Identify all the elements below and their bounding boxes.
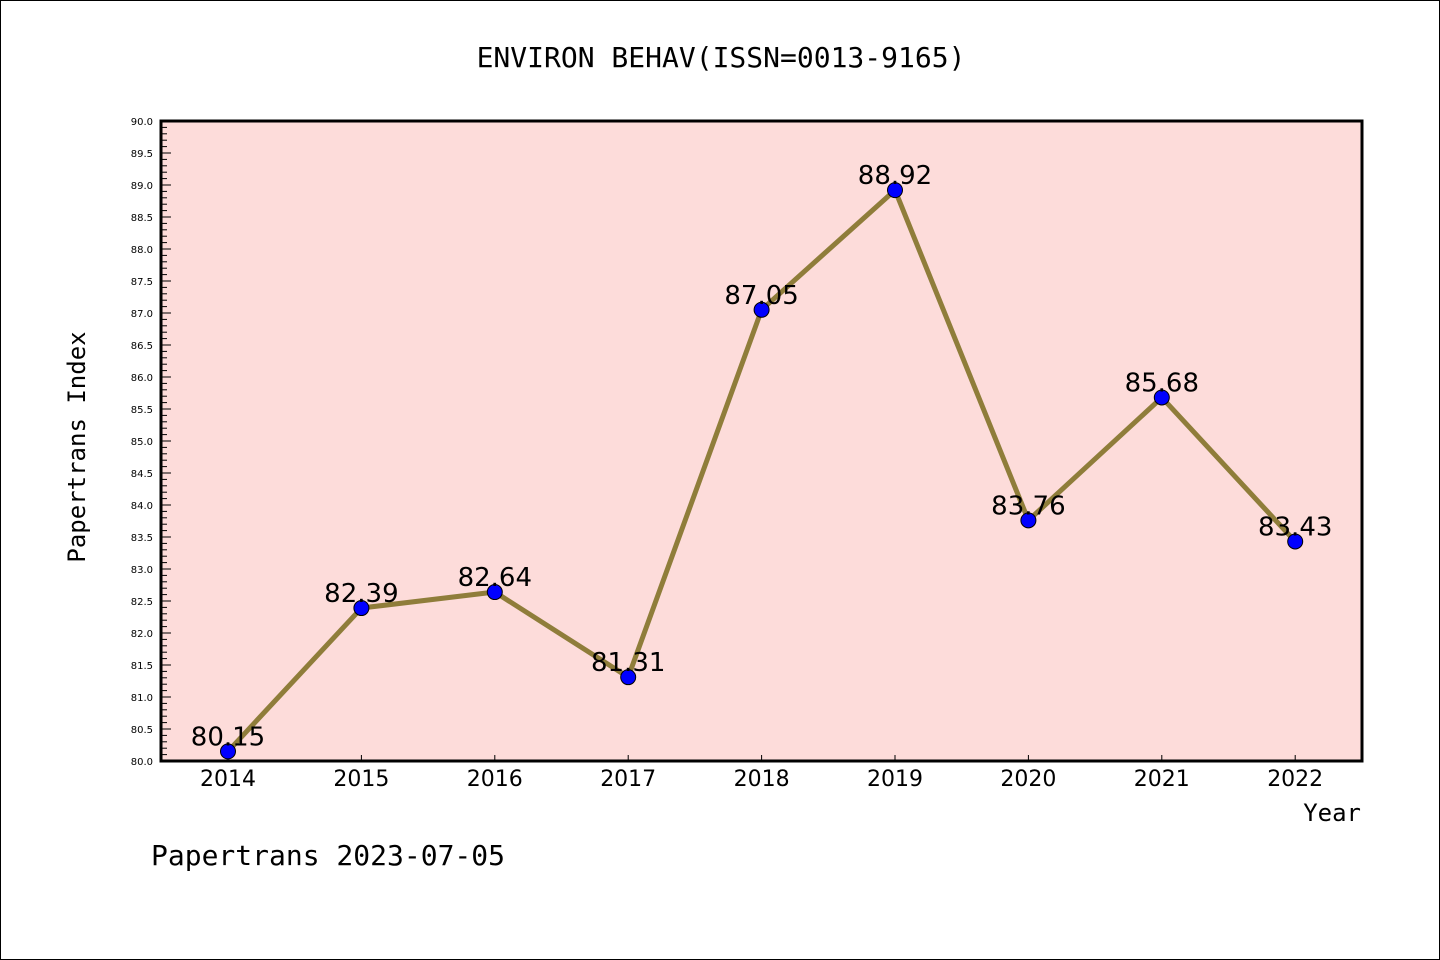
y-tick-label: 81.5 — [131, 661, 153, 672]
data-label: 87.05 — [724, 281, 798, 311]
x-tick-label: 2020 — [1000, 767, 1056, 792]
x-tick-label: 2016 — [467, 767, 523, 792]
data-label: 83.43 — [1258, 512, 1332, 542]
y-tick-label: 82.5 — [131, 597, 153, 608]
x-tick-label: 2019 — [867, 767, 923, 792]
y-tick-label: 80.5 — [131, 725, 153, 736]
y-tick-label: 84.5 — [131, 469, 153, 480]
plot-area — [159, 119, 1364, 763]
data-point — [1287, 533, 1304, 550]
data-point — [1153, 389, 1170, 406]
data-point — [1020, 512, 1037, 529]
data-label: 82.64 — [458, 563, 532, 593]
y-axis-label: Papertrans Index — [63, 331, 91, 562]
y-axis: 80.0 80.5 81.0 81.5 82.0 82.5 83.0 83.5 84.0 84.5… — [131, 117, 171, 768]
footer-text: Papertrans 2023-07-05 — [151, 839, 505, 872]
x-tick-label: 2018 — [734, 767, 790, 792]
y-tick-label: 85.0 — [131, 437, 153, 448]
x-tick-label: 2017 — [600, 767, 656, 792]
y-tick-label: 89.5 — [131, 149, 153, 160]
y-tick-label: 85.5 — [131, 405, 153, 416]
x-axis-label: Year — [1303, 799, 1361, 827]
data-label: 83.76 — [991, 491, 1065, 521]
y-tick-label: 86.5 — [131, 341, 153, 352]
x-tick-label: 2014 — [200, 767, 256, 792]
series-papertrans-index: 80.15 82.39 82.64 81.31 87.05 88.92 83.76 85.68… — [191, 161, 1332, 760]
y-tick-label: 89.0 — [131, 181, 153, 192]
y-tick-label: 82.0 — [131, 629, 153, 640]
data-point — [753, 301, 770, 318]
data-label: 81.31 — [591, 648, 665, 678]
y-tick-label: 87.0 — [131, 309, 153, 320]
data-point — [220, 743, 236, 760]
data-point — [486, 584, 503, 601]
data-label: 85.68 — [1125, 368, 1199, 398]
y-tick-label: 83.0 — [131, 565, 153, 576]
y-tick-label: 81.0 — [131, 693, 153, 704]
chart-title: ENVIRON BEHAV(ISSN=0013-9165) — [477, 41, 966, 74]
x-tick-label: 2015 — [333, 767, 389, 792]
data-point — [353, 600, 370, 617]
data-label: 82.39 — [324, 579, 398, 609]
data-point — [620, 669, 637, 686]
y-tick-label: 90.0 — [131, 117, 153, 128]
x-tick-label: 2022 — [1267, 767, 1323, 792]
y-tick-label: 86.0 — [131, 373, 153, 384]
x-axis: 2014 2015 2016 2017 2018 2019 2020 2021 2022 — [200, 755, 1323, 792]
y-tick-label: 88.5 — [131, 213, 153, 224]
data-label: 80.15 — [191, 722, 265, 752]
x-tick-label: 2021 — [1134, 767, 1190, 792]
y-tick-label: 83.5 — [131, 533, 153, 544]
y-tick-label: 87.5 — [131, 277, 153, 288]
data-label: 88.92 — [858, 161, 932, 191]
y-tick-label: 84.0 — [131, 501, 153, 512]
data-point — [887, 182, 903, 199]
y-tick-label: 88.0 — [131, 245, 153, 256]
y-tick-label: 80.0 — [131, 757, 153, 768]
